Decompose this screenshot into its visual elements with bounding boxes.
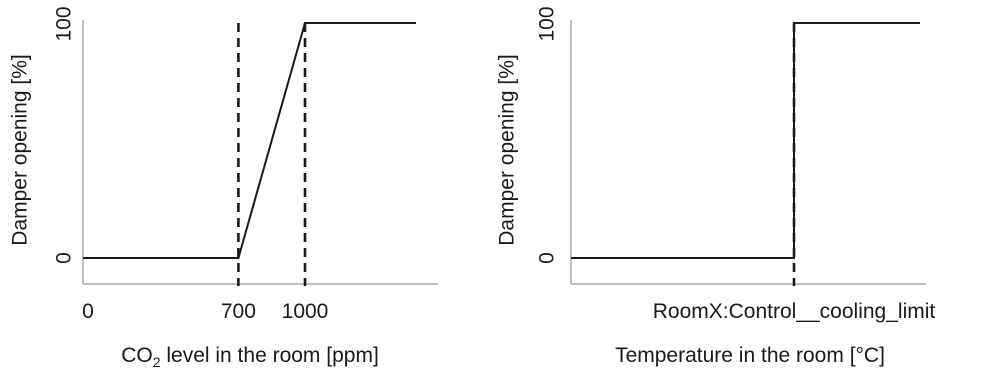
left-ytick-0: 0 [53,252,76,264]
right-ytick-0: 0 [536,252,559,264]
left-xlabel: CO2 level in the room [ppm] [121,344,379,369]
left-series-line [83,22,416,259]
chart-left: 0 100 Damper opening [%] 0 700 1000 CO2 … [9,6,438,369]
left-xtick-1000: 1000 [282,300,329,323]
chart-right: 0 100 Damper opening [%] RoomX:Control__… [496,6,936,367]
right-xtick-cooling-limit: RoomX:Control__cooling_limit [653,300,936,323]
right-series-line [571,22,920,259]
left-xlabel-subscript: 2 [153,354,161,369]
left-xtick-0: 0 [82,300,94,323]
left-xlabel-main: CO [121,344,153,367]
right-ytick-100: 100 [536,6,559,41]
right-xlabel: Temperature in the room [°C] [615,344,885,367]
left-xtick-700: 700 [221,300,256,323]
left-xlabel-rest: level in the room [ppm] [161,344,379,367]
left-ylabel: Damper opening [%] [9,54,32,245]
right-ylabel: Damper opening [%] [496,54,519,245]
left-ytick-100: 100 [53,6,76,41]
